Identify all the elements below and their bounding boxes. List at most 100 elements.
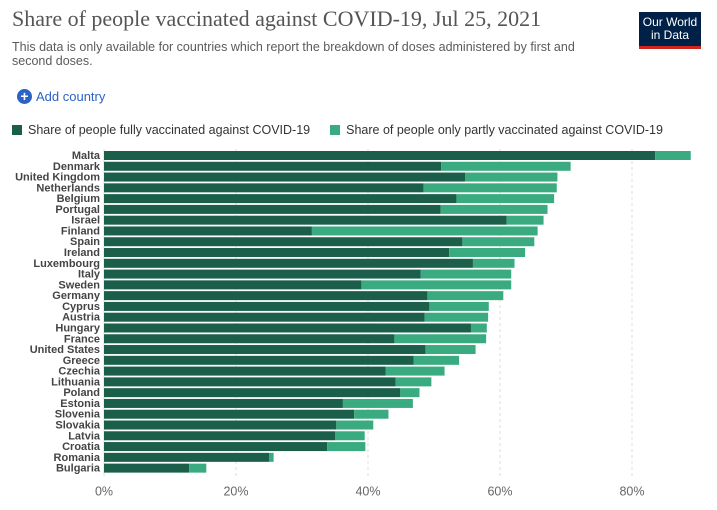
bar-partly-vaccinated [655,151,691,160]
add-country-button[interactable]: + Add country [17,88,105,104]
bar-fully-vaccinated [104,431,335,441]
bar-fully-vaccinated [104,345,426,355]
bar-partly-vaccinated [425,345,476,355]
bar-partly-vaccinated [441,161,571,171]
category-label: Austria [62,312,101,324]
category-label: Italy [78,269,101,281]
bar-partly-vaccinated [470,323,487,333]
bar-partly-vaccinated [336,420,374,430]
bar-partly-vaccinated [342,398,413,408]
bar-partly-vaccinated [420,269,512,279]
bar-fully-vaccinated [104,398,343,408]
bar-partly-vaccinated [269,452,274,462]
bar-partly-vaccinated [189,463,207,473]
bar-partly-vaccinated [423,183,557,193]
bar-fully-vaccinated [104,355,414,365]
bar-fully-vaccinated [104,442,328,452]
category-label: Latvia [68,430,101,442]
bar-fully-vaccinated [104,183,424,193]
bar-partly-vaccinated [394,334,487,344]
bar-fully-vaccinated [104,215,507,225]
category-label: Cyprus [62,301,100,313]
bar-fully-vaccinated [104,258,473,268]
category-label: Estonia [60,398,101,410]
category-label: France [64,333,100,345]
bar-fully-vaccinated [104,463,190,473]
chart-subtitle: This data is only available for countrie… [12,40,575,68]
owid-logo[interactable]: Our World in Data [639,12,701,49]
legend-label-fully: Share of people fully vaccinated against… [28,123,311,137]
category-label: Belgium [57,193,101,205]
category-label: Slovenia [55,409,101,421]
category-label: Sweden [58,279,100,291]
bar-partly-vaccinated [440,204,548,214]
bar-fully-vaccinated [104,323,471,333]
bar-fully-vaccinated [104,452,269,462]
bar-partly-vaccinated [465,172,558,182]
x-tick-label: 0% [95,484,113,498]
bar-partly-vaccinated [449,248,526,258]
category-label: Bulgaria [56,463,101,475]
bar-partly-vaccinated [385,366,445,376]
legend-item-fully[interactable]: Share of people fully vaccinated against… [12,123,310,137]
bar-fully-vaccinated [104,377,396,387]
bar-fully-vaccinated [104,312,425,322]
bar-partly-vaccinated [400,388,420,398]
bar-fully-vaccinated [104,420,337,430]
category-label: Slovakia [55,420,101,432]
category-label: Spain [70,236,100,248]
plus-icon: + [17,88,32,104]
bar-fully-vaccinated [104,269,421,279]
bar-fully-vaccinated [104,172,466,182]
bar-fully-vaccinated [104,151,656,160]
bar-partly-vaccinated [395,377,432,387]
legend: Share of people fully vaccinated against… [12,123,663,137]
bar-partly-vaccinated [354,409,389,419]
bar-partly-vaccinated [327,442,366,452]
x-tick-label: 60% [487,484,512,498]
bar-fully-vaccinated [104,161,442,171]
category-label: United Kingdom [15,172,100,184]
category-label: Luxembourg [33,258,100,270]
category-label: Czechia [58,366,100,378]
category-label: Lithuania [51,376,101,388]
bar-fully-vaccinated [104,237,463,247]
bar-fully-vaccinated [104,248,450,258]
bar-partly-vaccinated [311,226,538,236]
bar-fully-vaccinated [104,388,401,398]
category-label: Malta [72,150,101,162]
category-label: Germany [52,290,101,302]
logo-line-2: in Data [650,28,690,42]
legend-label-partly: Share of people only partly vaccinated a… [346,123,663,137]
bar-partly-vaccinated [427,291,504,301]
legend-swatch-fully [12,125,22,135]
bar-partly-vaccinated [361,280,512,290]
logo-line-1: Our World [642,15,698,29]
bar-fully-vaccinated [104,334,395,344]
bar-fully-vaccinated [104,204,441,214]
category-label: Greece [63,355,100,367]
category-label: Denmark [53,161,101,173]
bar-partly-vaccinated [456,194,555,204]
chart-title: Share of people vaccinated against COVID… [12,6,542,31]
bar-partly-vaccinated [413,355,460,365]
legend-item-partly[interactable]: Share of people only partly vaccinated a… [330,123,663,137]
bar-fully-vaccinated [104,291,428,301]
x-tick-label: 80% [619,484,644,498]
x-tick-label: 20% [223,484,248,498]
category-label: Romania [54,452,101,464]
bar-partly-vaccinated [424,312,489,322]
bar-partly-vaccinated [506,215,544,225]
add-country-label: Add country [36,88,106,104]
category-label: United States [30,344,100,356]
bar-partly-vaccinated [462,237,535,247]
bar-fully-vaccinated [104,366,386,376]
bar-partly-vaccinated [472,258,515,268]
category-label: Finland [61,225,100,237]
category-label: Hungary [55,322,101,334]
category-label: Portugal [55,204,100,216]
x-tick-label: 40% [355,484,380,498]
legend-swatch-partly [330,125,341,135]
category-label: Ireland [64,247,100,259]
